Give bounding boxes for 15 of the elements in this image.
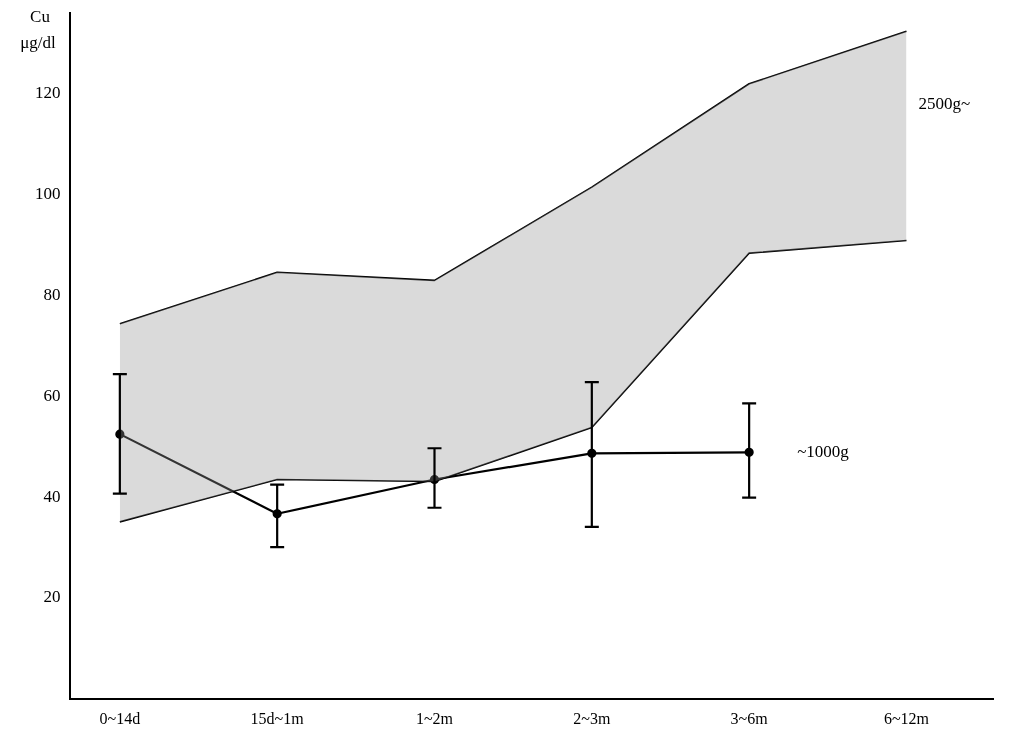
y-axis-title: Cu μg/dl <box>20 7 57 53</box>
y-tick-label: 100 <box>35 184 61 204</box>
y-tick-label: 60 <box>43 385 61 405</box>
x-tick-label: 1~2m <box>415 709 454 727</box>
text: ~1000g <box>797 441 850 461</box>
x-tick-label: 15d~1m <box>250 709 305 727</box>
x-tick-label: 0~14d <box>99 709 141 727</box>
text: 2500g~ <box>918 94 971 114</box>
y-tick-label: 40 <box>43 486 61 506</box>
x-tick-label: 6~12m <box>883 709 930 727</box>
y-tick-label: 20 <box>43 587 61 607</box>
y-tick-label: 80 <box>43 284 61 304</box>
y-tick-label: 120 <box>35 83 61 103</box>
x-tick-label: 3~6m <box>730 709 769 727</box>
x-tick-label: 2~3m <box>573 709 611 727</box>
